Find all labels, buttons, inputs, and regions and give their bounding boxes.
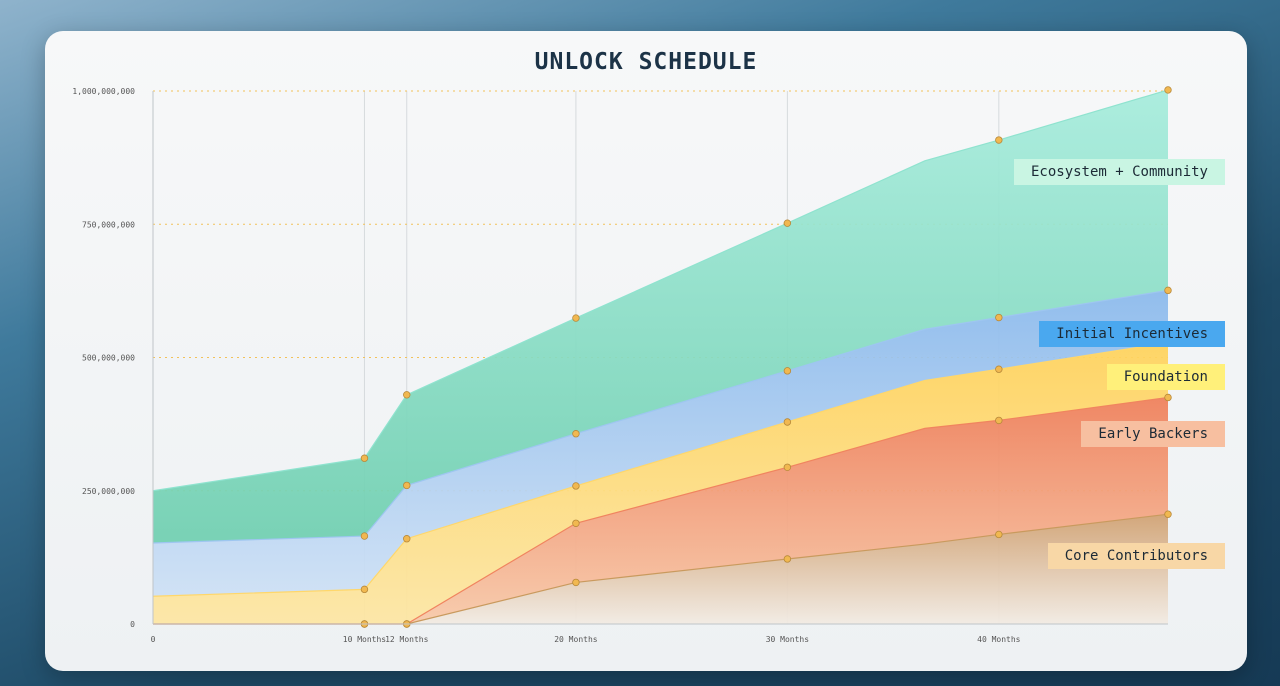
x-tick-label: 20 Months xyxy=(554,635,598,644)
chart-card: UNLOCK SCHEDULE xyxy=(45,31,1247,671)
foundation-point xyxy=(995,365,1003,373)
core-contributors-point xyxy=(1164,510,1172,518)
y-tick-label: 500,000,000 xyxy=(82,354,135,363)
ecosystem-community-point xyxy=(995,136,1003,144)
foundation-point xyxy=(360,585,369,594)
initial-incentives-point xyxy=(783,367,792,375)
initial-incentives-point xyxy=(995,313,1003,322)
legend-foundation: Foundation xyxy=(1106,364,1225,390)
legend-core-contributors: Core Contributors xyxy=(1047,543,1225,569)
y-tick-label: 0 xyxy=(130,620,135,629)
foundation-area xyxy=(153,342,1168,624)
core-contributors-point xyxy=(572,578,580,587)
ecosystem-community-area xyxy=(153,89,1168,543)
initial-incentives-line xyxy=(152,289,1169,544)
ecosystem-community-point xyxy=(1164,86,1172,94)
foundation-point xyxy=(403,535,411,543)
initial-incentives-point xyxy=(1164,286,1172,295)
ecosystem-community-point xyxy=(572,314,580,322)
chart-title: UNLOCK SCHEDULE xyxy=(534,49,758,75)
x-tick-label: 0 xyxy=(151,635,156,644)
ecosystem-community-point xyxy=(403,391,411,399)
initial-incentives-point xyxy=(360,532,369,540)
ecosystem-community-line xyxy=(152,89,1169,492)
y-tick-label: 750,000,000 xyxy=(82,220,135,229)
x-tick-label: 10 Months xyxy=(343,635,387,644)
x-tick-label: 30 Months xyxy=(766,635,810,644)
foundation-point xyxy=(783,418,792,426)
core-contributors-point xyxy=(783,555,792,563)
foundation-line xyxy=(152,341,1169,597)
early-backers-point xyxy=(783,463,792,471)
early-backers-point xyxy=(572,519,580,527)
early-backers-area xyxy=(153,397,1168,624)
initial-incentives-area xyxy=(153,290,1168,597)
core-contributors-area xyxy=(153,514,1168,624)
core-contributors-point xyxy=(995,530,1003,539)
y-tick-label: 1,000,000,000 xyxy=(72,87,135,96)
y-tick-label: 250,000,000 xyxy=(82,487,135,496)
foundation-point xyxy=(572,482,580,490)
x-tick-label: 40 Months xyxy=(977,635,1021,644)
initial-incentives-point xyxy=(403,481,411,490)
early-backers-point xyxy=(1164,393,1172,402)
legend-ecosystem-community: Ecosystem + Community xyxy=(1013,159,1225,185)
unlock-schedule-chart: 0 250,000,000 500,000,000 750,000,000 1,000,… xyxy=(72,86,1172,644)
legend-initial-incentives: Initial Incentives xyxy=(1039,321,1225,347)
legend-early-backers: Early Backers xyxy=(1081,421,1225,447)
x-tick-label: 12 Months xyxy=(385,635,429,644)
initial-incentives-point xyxy=(572,430,580,438)
early-backers-point xyxy=(995,416,1003,425)
ecosystem-community-point xyxy=(783,219,792,227)
ecosystem-community-point xyxy=(360,454,369,462)
